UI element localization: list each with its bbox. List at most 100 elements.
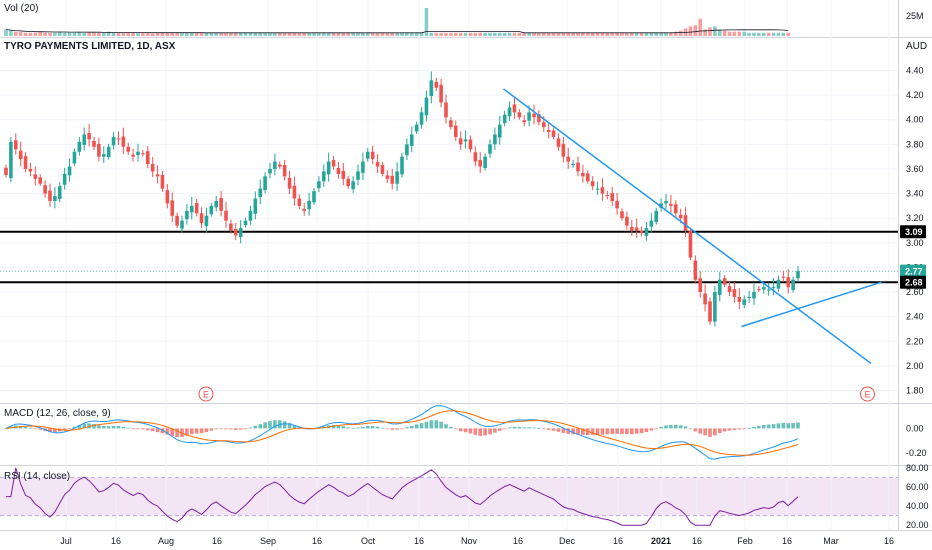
macd-histogram-bar <box>238 428 243 430</box>
volume-bar <box>600 32 605 36</box>
macd-histogram-bar <box>175 428 179 438</box>
volume-bar <box>409 32 414 36</box>
volume-bar <box>268 32 272 36</box>
macd-histogram-bar <box>165 428 170 435</box>
candle-body <box>82 134 87 145</box>
candle-body <box>625 216 629 226</box>
volume-bar <box>380 32 385 36</box>
volume-bar <box>717 29 722 36</box>
volume-bar <box>292 32 297 36</box>
volume-bar <box>654 32 659 36</box>
macd-histogram-bar <box>791 423 795 429</box>
trendline <box>503 88 872 365</box>
horizontal-lines[interactable] <box>0 230 898 284</box>
price-label: 2.77 <box>905 266 923 276</box>
candle-body <box>693 260 698 280</box>
volume-bar <box>150 32 155 36</box>
macd-histogram-bar <box>106 426 111 429</box>
macd-histogram-bar <box>233 428 238 431</box>
volume-bar <box>453 32 458 36</box>
macd-histogram-bar <box>434 420 439 429</box>
candle-body <box>796 271 800 279</box>
macd-histogram-bar <box>356 427 360 429</box>
macd-histogram-bar <box>253 425 258 429</box>
macd-histogram-bar <box>145 428 150 431</box>
macd-histogram-bar <box>263 422 267 429</box>
volume-bar <box>742 31 747 36</box>
macd-histogram-bar <box>752 426 756 429</box>
volume-bar <box>243 32 248 36</box>
rsi-line <box>6 467 799 526</box>
candle-body <box>229 223 233 231</box>
macd-histogram-bar <box>673 424 678 429</box>
time-tick: Sep <box>260 536 276 546</box>
candle-body <box>185 210 189 220</box>
candle-body <box>532 113 536 118</box>
candle-body <box>101 154 106 157</box>
macd-histogram-bar <box>131 428 135 430</box>
volume-bar <box>693 25 698 36</box>
macd-histogram-bar <box>150 428 155 432</box>
candle-body <box>776 279 781 289</box>
macd-histogram-bar <box>351 427 355 429</box>
macd-histogram-bar <box>683 426 688 429</box>
candle-body <box>209 205 214 215</box>
candle-body <box>585 173 590 182</box>
volume-bar <box>473 32 478 36</box>
candle-body <box>473 152 478 162</box>
volume-bar <box>312 32 316 36</box>
candle-body <box>400 156 404 175</box>
macd-histogram-bar <box>405 427 409 429</box>
candle-body <box>703 293 707 305</box>
price-tick: 2.60 <box>906 287 924 297</box>
rsi-tick: 20.00 <box>906 520 929 530</box>
trendlines[interactable] <box>503 88 882 365</box>
earnings-label: E <box>865 390 871 400</box>
candle-body <box>732 289 737 297</box>
candle-body <box>581 172 585 177</box>
candle-body <box>365 151 370 159</box>
volume-bar <box>629 32 634 36</box>
volume-bar <box>639 32 644 36</box>
candle-body <box>302 208 307 211</box>
candle-body <box>28 168 33 172</box>
volume-bar <box>253 32 258 36</box>
volume-bar <box>219 32 223 36</box>
macd-histogram-bar <box>185 428 189 436</box>
volume-bar <box>136 32 140 36</box>
candle-body <box>722 278 727 285</box>
price-axis[interactable]: 4.404.204.003.803.603.403.203.002.802.60… <box>906 11 924 396</box>
candle-body <box>160 174 165 189</box>
volume-bar <box>556 32 561 36</box>
time-axis[interactable]: Jul 16 Aug 16 Sep 16 Oct 16 Nov 16 Dec 16 2021 16 Feb 1… <box>60 536 894 546</box>
candle-body <box>669 203 673 206</box>
macd-histogram-bar <box>620 428 624 434</box>
macd-histogram-bar <box>214 428 219 430</box>
macd-histogram-bar <box>72 426 77 429</box>
macd-histogram-bar <box>390 428 395 430</box>
volume-bar <box>331 32 336 36</box>
macd-histogram-bar <box>224 428 228 430</box>
macd-histogram-bar <box>693 428 698 432</box>
macd-histogram-bar <box>87 423 91 429</box>
macd-histogram-bar <box>292 425 297 429</box>
volume-bar <box>106 31 111 36</box>
volume-bars <box>4 8 791 36</box>
candle-body <box>23 156 28 169</box>
candle-body <box>747 296 751 298</box>
candle-body <box>576 162 580 172</box>
macd-histogram-bar <box>502 428 507 430</box>
volume-bar <box>33 32 38 36</box>
candle-body <box>566 156 571 162</box>
macd-histogram-bar <box>409 425 414 429</box>
volume-bar <box>321 32 326 36</box>
volume-bar <box>185 32 189 36</box>
volume-bar <box>551 32 556 36</box>
candle-body <box>326 161 331 175</box>
candle-body <box>180 220 184 229</box>
time-tick: Dec <box>559 536 576 546</box>
time-tick: 16 <box>613 536 623 546</box>
candle-body <box>502 114 507 124</box>
